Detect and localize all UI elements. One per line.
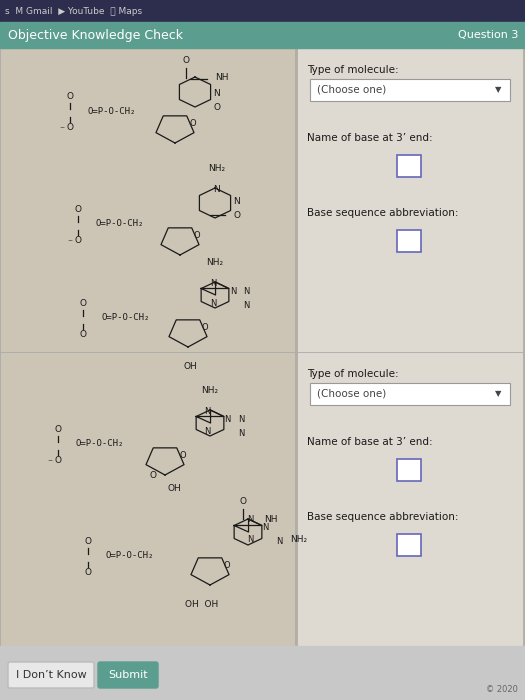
Text: OH: OH: [167, 484, 181, 493]
Text: O: O: [239, 497, 247, 506]
Text: N: N: [230, 286, 236, 295]
FancyBboxPatch shape: [310, 383, 510, 405]
Text: O: O: [75, 236, 81, 245]
Bar: [297, 352, 523, 646]
Text: I Don’t Know: I Don’t Know: [16, 670, 87, 680]
Text: N: N: [214, 185, 220, 193]
Text: O=P-O-CH₂: O=P-O-CH₂: [88, 106, 136, 116]
FancyBboxPatch shape: [397, 534, 421, 556]
Text: N: N: [213, 90, 220, 99]
Text: NH₂: NH₂: [208, 164, 226, 173]
Bar: [0, 22, 525, 48]
Text: Question 3: Question 3: [458, 30, 518, 40]
Text: N: N: [210, 279, 216, 288]
Text: NH₂: NH₂: [206, 258, 224, 267]
Text: O: O: [233, 211, 240, 220]
Text: ⁻: ⁻: [47, 458, 53, 468]
Text: O: O: [55, 456, 61, 465]
Text: N: N: [224, 414, 230, 424]
Text: N: N: [233, 197, 240, 206]
Text: N: N: [238, 428, 244, 438]
FancyBboxPatch shape: [310, 79, 510, 101]
Text: O: O: [79, 330, 87, 339]
Text: O: O: [85, 537, 91, 546]
FancyBboxPatch shape: [397, 155, 421, 177]
Text: ▼: ▼: [495, 389, 501, 398]
Text: Type of molecule:: Type of molecule:: [307, 369, 398, 379]
Text: O: O: [224, 561, 230, 570]
Text: O: O: [79, 299, 87, 308]
Text: Name of base at 3’ end:: Name of base at 3’ end:: [307, 437, 433, 447]
Text: O: O: [183, 56, 190, 65]
Bar: [0, 0, 525, 22]
Text: Name of base at 3’ end:: Name of base at 3’ end:: [307, 133, 433, 143]
Text: N: N: [247, 536, 253, 545]
Text: N: N: [276, 538, 282, 547]
Text: O=P-O-CH₂: O=P-O-CH₂: [76, 440, 124, 449]
Text: NH: NH: [264, 515, 278, 524]
Text: N: N: [210, 298, 216, 307]
Text: N: N: [247, 515, 253, 524]
FancyBboxPatch shape: [397, 459, 421, 481]
Text: ▼: ▼: [495, 85, 501, 94]
Text: Base sequence abbreviation:: Base sequence abbreviation:: [307, 512, 458, 522]
Text: O: O: [179, 451, 186, 459]
Text: O: O: [55, 425, 61, 434]
Bar: [0, 352, 295, 646]
Text: O: O: [189, 118, 196, 127]
Text: Objective Knowledge Check: Objective Knowledge Check: [8, 29, 183, 41]
Text: N: N: [243, 286, 249, 295]
Text: O: O: [194, 230, 201, 239]
Text: O: O: [67, 123, 74, 132]
Text: O: O: [213, 104, 220, 113]
Text: N: N: [243, 300, 249, 309]
FancyBboxPatch shape: [98, 662, 158, 688]
Text: OH  OH: OH OH: [185, 600, 218, 609]
Text: (Choose one): (Choose one): [317, 85, 386, 95]
Text: O=P-O-CH₂: O=P-O-CH₂: [106, 552, 154, 561]
Text: NH₂: NH₂: [290, 536, 307, 545]
Text: ⁻: ⁻: [59, 125, 65, 135]
Text: (Choose one): (Choose one): [317, 389, 386, 399]
Text: O: O: [67, 92, 74, 101]
Text: NH: NH: [215, 73, 228, 81]
Text: O=P-O-CH₂: O=P-O-CH₂: [101, 314, 150, 323]
Text: N: N: [204, 426, 210, 435]
Text: OH: OH: [183, 362, 197, 371]
Text: s  M Gmail  ▶ YouTube  🗺 Maps: s M Gmail ▶ YouTube 🗺 Maps: [5, 6, 142, 15]
Text: ⁻: ⁻: [67, 238, 72, 248]
Text: O: O: [150, 472, 156, 480]
FancyBboxPatch shape: [8, 662, 94, 688]
Text: NH₂: NH₂: [202, 386, 218, 395]
Bar: [0, 48, 295, 352]
Text: Base sequence abbreviation:: Base sequence abbreviation:: [307, 208, 458, 218]
Text: O=P-O-CH₂: O=P-O-CH₂: [96, 220, 144, 228]
Bar: [0, 646, 525, 700]
Text: N: N: [238, 414, 244, 424]
Text: O: O: [75, 205, 81, 214]
Bar: [297, 48, 523, 352]
Text: N: N: [204, 407, 210, 416]
Text: N: N: [262, 524, 268, 533]
Text: O: O: [85, 568, 91, 577]
FancyBboxPatch shape: [397, 230, 421, 252]
Text: © 2020: © 2020: [486, 685, 518, 694]
Text: Submit: Submit: [108, 670, 148, 680]
Text: O: O: [202, 323, 208, 332]
Text: Type of molecule:: Type of molecule:: [307, 65, 398, 75]
